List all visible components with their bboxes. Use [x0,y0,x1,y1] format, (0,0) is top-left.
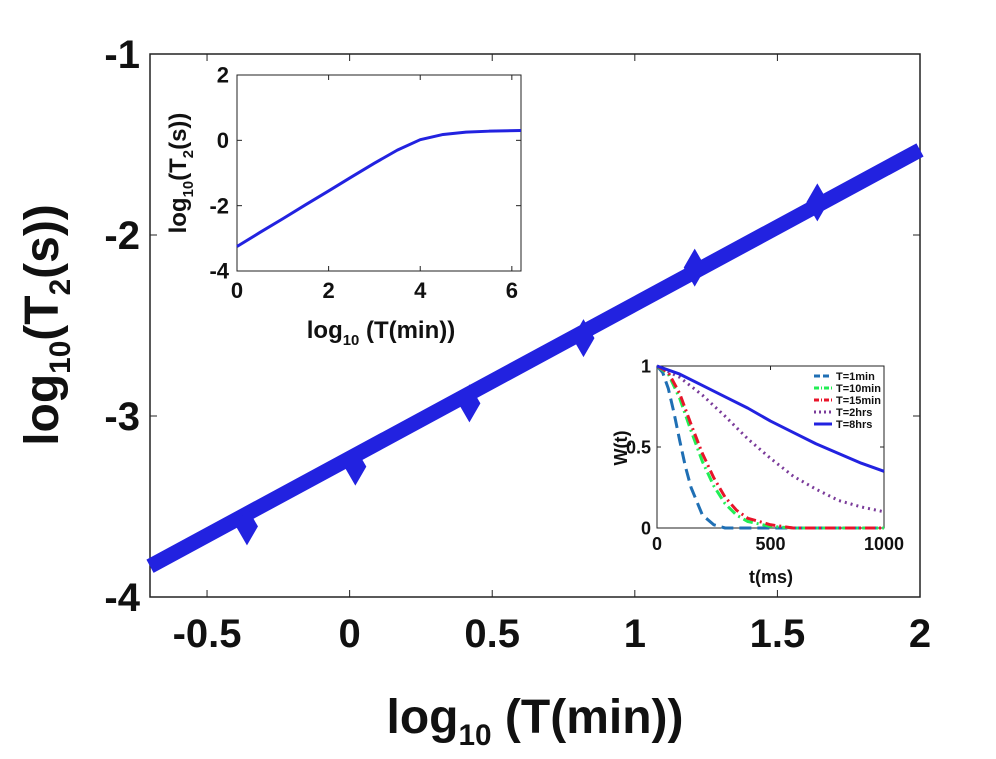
inset-bottom-plot: 0 500 1000 0 0.5 1 T=1minT=10minT=15minT=2hrs… [611,356,904,587]
main-series-marker [344,447,367,486]
main-axes-box [149,53,921,598]
inset-bottom-series [655,364,885,530]
inset-bottom-y-tick-label: 1 [641,356,651,376]
legend-entry: T=2hrs [836,407,872,419]
inset-bottom-ticks: 0 500 1000 0 0.5 1 [626,356,904,554]
inset-top-series [236,129,522,248]
main-series [146,143,924,573]
main-x-tick-label: -0.5 [173,612,242,656]
main-y-tick-label: -2 [104,214,140,258]
inset-top-plot: 0 2 4 6 -4 -2 0 2 log10 (T(min)) log10(T2(s)) [165,63,522,349]
main-y-tick-label: -1 [104,33,140,77]
legend-entry: T=10min [836,383,881,395]
legend-entry: T=15min [836,395,881,407]
inset-top-x-tick-label: 4 [414,278,427,303]
main-x-axis-label: log10 (T(min)) [386,691,683,752]
inset-bottom-x-axis-label: t(ms) [749,567,793,587]
inset-top-y-tick-label: -2 [209,193,229,218]
inset-top-x-tick-label: 0 [231,278,243,303]
main-ticks: -0.5 0 0.5 1 1.5 2 -4 -3 -2 -1 [104,33,931,656]
main-y-tick-label: -3 [104,395,140,439]
main-series-marker [235,507,258,546]
inset-top-series-line [236,129,522,248]
main-y-axis-label: log10(T2(s)) [16,204,77,446]
inset-bottom-series-line [656,364,885,473]
inset-bottom-series-line [656,364,884,530]
inset-top-x-tick-label: 6 [506,278,518,303]
inset-bottom-y-tick-label: 0.5 [626,437,651,457]
inset-top-y-axis-label: log10(T2(s)) [165,113,197,234]
main-x-tick-label: 1.5 [750,612,806,656]
main-series-line [146,143,924,573]
inset-top-y-tick-label: -4 [209,259,229,284]
inset-top-axes-box [236,74,522,272]
inset-bottom-x-tick-label: 1000 [864,534,904,554]
inset-bottom-x-tick-label: 500 [755,534,785,554]
inset-bottom-y-axis-label: W(t) [611,431,631,466]
inset-top-x-axis-label: log10 (T(min)) [307,317,456,349]
inset-bottom-series-line [656,364,884,530]
main-x-tick-label: 1 [624,612,646,656]
legend-entry: T=1min [836,371,875,383]
main-series-marker [806,183,829,222]
main-series-marker [683,248,706,287]
inset-bottom-series-line [656,364,885,514]
inset-bottom-series-line [655,365,884,530]
inset-bottom-x-tick-label: 0 [652,534,662,554]
main-series-marker [572,319,595,358]
inset-bottom-y-tick-label: 0 [641,518,651,538]
main-y-tick-label: -4 [104,576,140,620]
legend-entry: T=8hrs [836,419,872,431]
inset-top-y-tick-label: 2 [217,63,229,88]
inset-top-y-tick-label: 0 [217,128,229,153]
main-x-tick-label: 0.5 [464,612,520,656]
main-plot: -0.5 0 0.5 1 1.5 2 -4 -3 -2 -1 log10 (T(min)) log… [16,33,931,752]
main-x-tick-label: 2 [909,612,931,656]
main-series-marker [458,384,481,423]
inset-top-x-tick-label: 2 [322,278,334,303]
inset-top-ticks: 0 2 4 6 -4 -2 0 2 [209,63,521,303]
main-x-tick-label: 0 [339,612,361,656]
